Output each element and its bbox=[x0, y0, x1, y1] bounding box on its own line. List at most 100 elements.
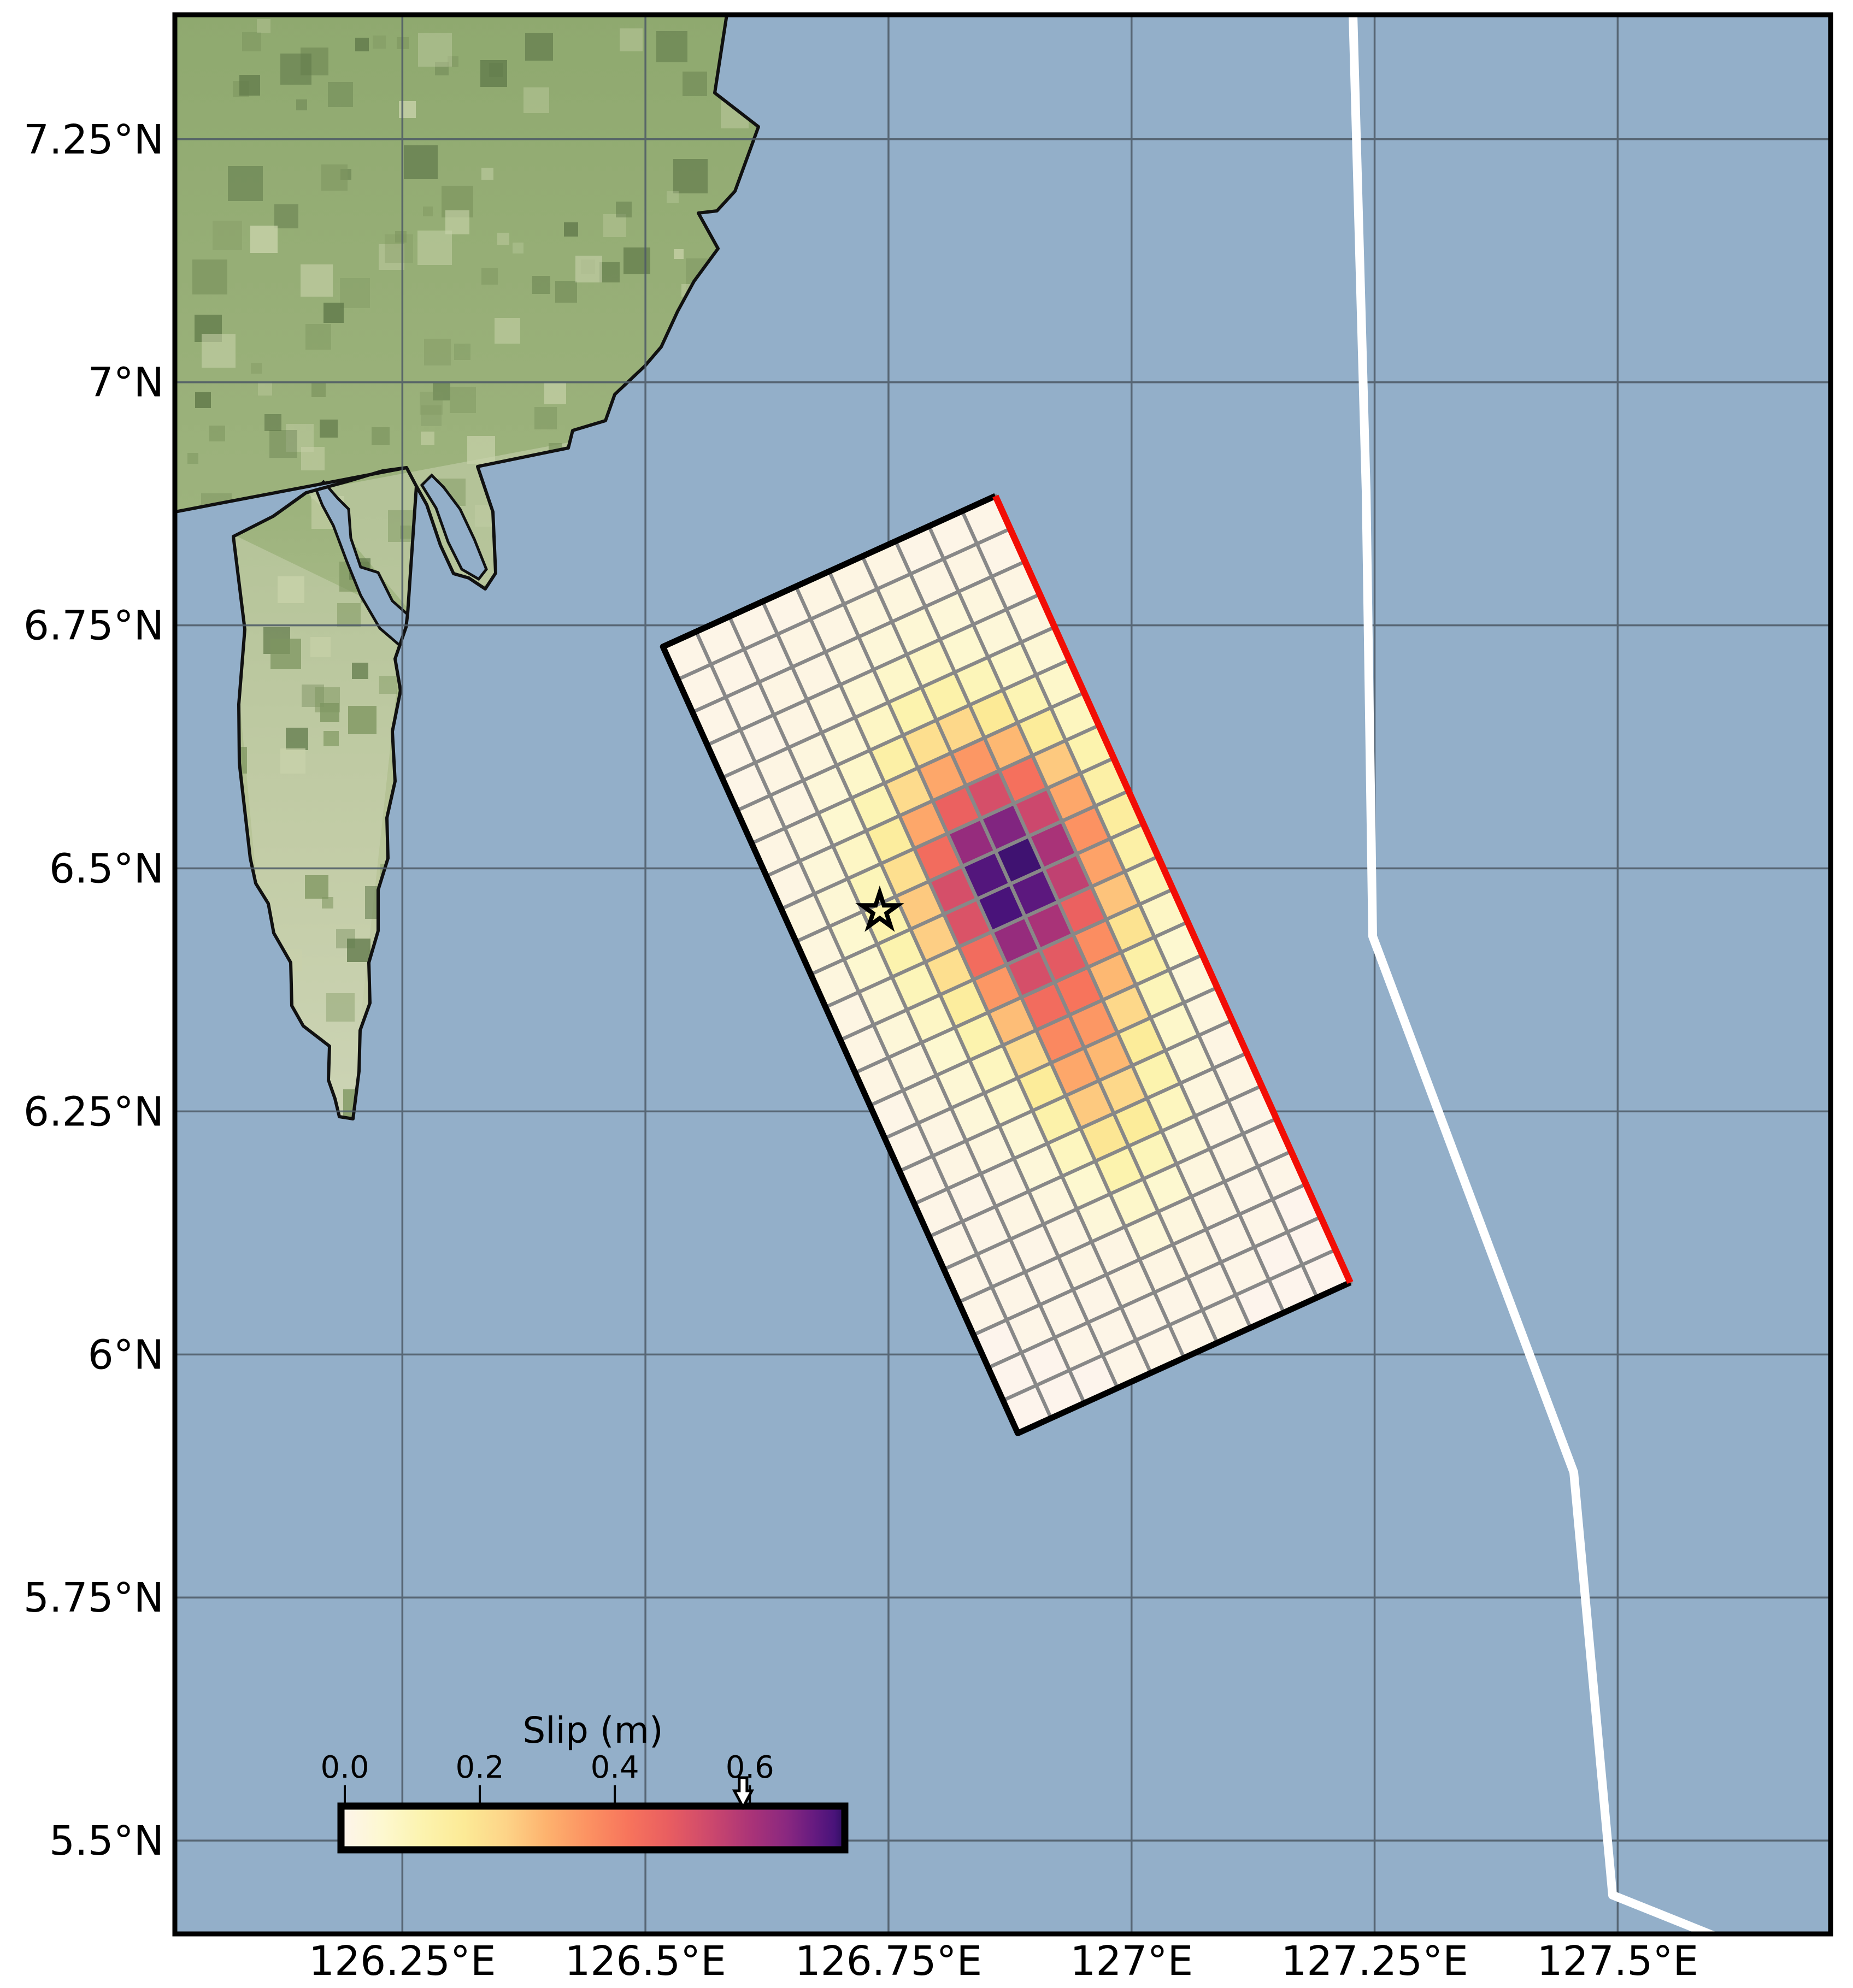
terrain-pixel bbox=[326, 993, 355, 1022]
lon-tick-label: 126.75°E bbox=[795, 1938, 983, 1985]
lat-tick-label: 6.75°N bbox=[23, 603, 164, 650]
terrain-pixel bbox=[481, 268, 498, 285]
terrain-pixel bbox=[445, 210, 469, 234]
terrain-pixel bbox=[286, 728, 308, 750]
trench-line bbox=[1349, 15, 1716, 1934]
terrain-pixel bbox=[305, 324, 331, 350]
terrain-pixel bbox=[667, 191, 679, 203]
terrain-pixel bbox=[673, 159, 708, 193]
terrain-pixel bbox=[525, 33, 553, 61]
terrain-pixel bbox=[280, 748, 305, 774]
terrain-pixel bbox=[532, 276, 550, 294]
terrain-pixel bbox=[286, 424, 314, 452]
terrain-pixel bbox=[280, 54, 311, 85]
terrain-pixel bbox=[620, 28, 643, 51]
terrain-pixel bbox=[347, 939, 370, 962]
lon-tick-label: 127°E bbox=[1070, 1938, 1193, 1985]
colorbar-gradient bbox=[337, 1802, 849, 1854]
terrain-pixel bbox=[202, 334, 236, 368]
terrain-pixel bbox=[192, 259, 227, 294]
terrain-pixel bbox=[395, 231, 407, 243]
terrain-pixel bbox=[320, 420, 338, 438]
terrain-pixel bbox=[674, 249, 684, 259]
terrain-pixel bbox=[379, 244, 404, 270]
terrain-pixel bbox=[301, 264, 333, 297]
terrain-pixel bbox=[242, 32, 261, 51]
bay bbox=[420, 473, 488, 581]
colorbar-tick-label: 0.4 bbox=[591, 1750, 639, 1785]
terrain-pixel bbox=[264, 414, 281, 431]
terrain-pixel bbox=[270, 639, 301, 669]
map-border bbox=[172, 12, 1833, 1937]
terrain-pixel bbox=[683, 72, 707, 96]
terrain-pixel bbox=[257, 19, 270, 33]
pale-terrain-patch bbox=[235, 535, 404, 1119]
terrain-pixel bbox=[418, 33, 452, 67]
lat-tick-label: 6.25°N bbox=[23, 1088, 164, 1135]
fault-grid bbox=[660, 493, 1354, 1436]
colorbar-tick-label: 0.6 bbox=[726, 1750, 774, 1785]
terrain-pixel bbox=[448, 56, 458, 67]
terrain-pixel bbox=[575, 256, 602, 282]
map-content: Slip (m) 0.0 0.2 0.4 0.6 bbox=[175, 15, 1831, 1934]
terrain-pixel bbox=[213, 221, 242, 250]
lat-tick-label: 5.5°N bbox=[49, 1818, 164, 1865]
terrain-pixel bbox=[616, 202, 632, 217]
terrain-pixel bbox=[534, 407, 557, 429]
terrain-pixel bbox=[311, 383, 326, 397]
terrain-pixel bbox=[322, 897, 333, 909]
terrain-pixel bbox=[656, 31, 687, 62]
terrain-pixel bbox=[340, 278, 370, 308]
terrain-pixel bbox=[523, 87, 549, 113]
terrain-pixel bbox=[599, 262, 620, 282]
terrain-pixel bbox=[348, 706, 377, 734]
lat-tick-label: 6°N bbox=[88, 1331, 164, 1378]
terrain-pixel bbox=[251, 363, 262, 374]
terrain-pixel bbox=[421, 405, 442, 426]
terrain-pixel bbox=[274, 204, 298, 228]
terrain-pixel bbox=[420, 392, 443, 415]
terrain-pixel bbox=[404, 145, 438, 179]
terrain-pixel bbox=[355, 38, 369, 51]
terrain-pixel bbox=[435, 62, 449, 75]
terrain-pixel bbox=[480, 60, 507, 87]
terrain-pixel bbox=[450, 387, 476, 413]
terrain-pixel bbox=[421, 432, 434, 445]
fault-frame bbox=[660, 493, 1352, 1436]
terrain-pixel bbox=[433, 383, 450, 400]
terrain-pixel bbox=[301, 48, 328, 75]
terrain-pixel bbox=[228, 166, 263, 201]
terrain-pixel bbox=[513, 243, 523, 253]
colorbar-tick-label: 0.0 bbox=[320, 1750, 369, 1785]
terrain-pixel bbox=[564, 222, 578, 237]
terrain-pixel bbox=[209, 426, 225, 441]
terrain-pixel bbox=[250, 226, 278, 253]
lat-tick-label: 6.5°N bbox=[49, 846, 164, 893]
coastline bbox=[175, 15, 760, 1120]
terrain-pixel bbox=[603, 214, 626, 237]
terrain-pixel bbox=[315, 687, 340, 712]
terrain-pixel bbox=[187, 453, 198, 464]
terrain-pixel bbox=[336, 929, 355, 948]
lon-tick-label: 127.5°E bbox=[1537, 1938, 1699, 1985]
terrain-pixel bbox=[296, 99, 307, 110]
lat-tick-label: 7°N bbox=[88, 359, 164, 406]
terrain-pixel bbox=[379, 676, 397, 694]
terrain-pixel bbox=[555, 281, 577, 303]
terrain-pixel bbox=[467, 436, 495, 464]
terrain-pixel bbox=[544, 382, 566, 404]
axis-labels: 7.25°N 7°N 6.75°N 6.5°N 6.25°N 6°N 5.75°N 5.5°N… bbox=[23, 116, 1698, 1985]
lon-tick-label: 126.5°E bbox=[564, 1938, 726, 1985]
terrain-pixel bbox=[372, 427, 390, 445]
colorbar-title: Slip (m) bbox=[522, 1709, 663, 1751]
terrain-pixel bbox=[481, 168, 493, 180]
terrain-pixel bbox=[278, 576, 304, 603]
epicenter-star-icon bbox=[855, 885, 904, 932]
terrain-pixel bbox=[323, 731, 339, 746]
terrain-pixel bbox=[195, 392, 211, 408]
terrain-pixel bbox=[337, 603, 361, 627]
colorbar-peak-marker bbox=[732, 1776, 755, 1810]
colorbar: Slip (m) 0.0 0.2 0.4 0.6 bbox=[320, 1709, 849, 1854]
terrain-pixel bbox=[239, 75, 260, 96]
